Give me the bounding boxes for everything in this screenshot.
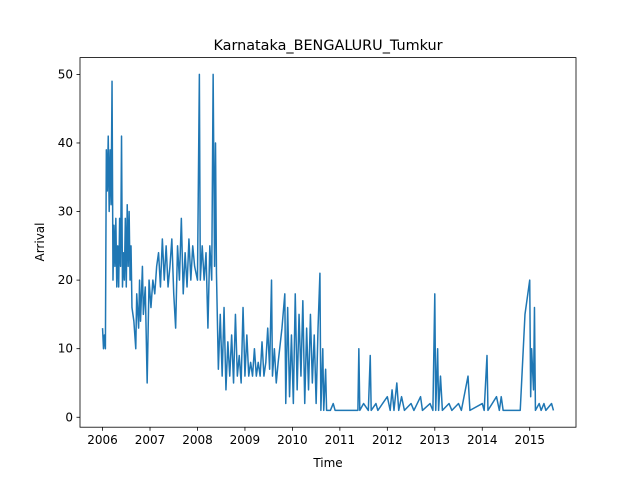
y-tick-label: 50 (58, 67, 73, 81)
x-tick-label: 2014 (467, 433, 498, 447)
x-axis-label: Time (312, 456, 342, 470)
y-axis-label: Arrival (33, 223, 47, 262)
x-tick-label: 2010 (277, 433, 308, 447)
x-tick-label: 2008 (182, 433, 213, 447)
chart-title: Karnataka_BENGALURU_Tumkur (213, 38, 442, 54)
y-tick-label: 40 (58, 136, 73, 150)
data-line (101, 73, 555, 412)
x-tick-label: 2015 (514, 433, 545, 447)
x-tick-label: 2009 (230, 433, 261, 447)
y-tick-label: 0 (65, 410, 73, 424)
y-tick-label: 10 (58, 342, 73, 356)
y-tick-label: 20 (58, 273, 73, 287)
y-tick-label: 30 (58, 205, 73, 219)
x-tick-label: 2013 (420, 433, 451, 447)
plot-frame (79, 57, 577, 428)
x-tick-label: 2012 (372, 433, 403, 447)
x-tick-label: 2006 (87, 433, 118, 447)
x-tick-label: 2007 (135, 433, 166, 447)
x-tick-label: 2011 (325, 433, 356, 447)
